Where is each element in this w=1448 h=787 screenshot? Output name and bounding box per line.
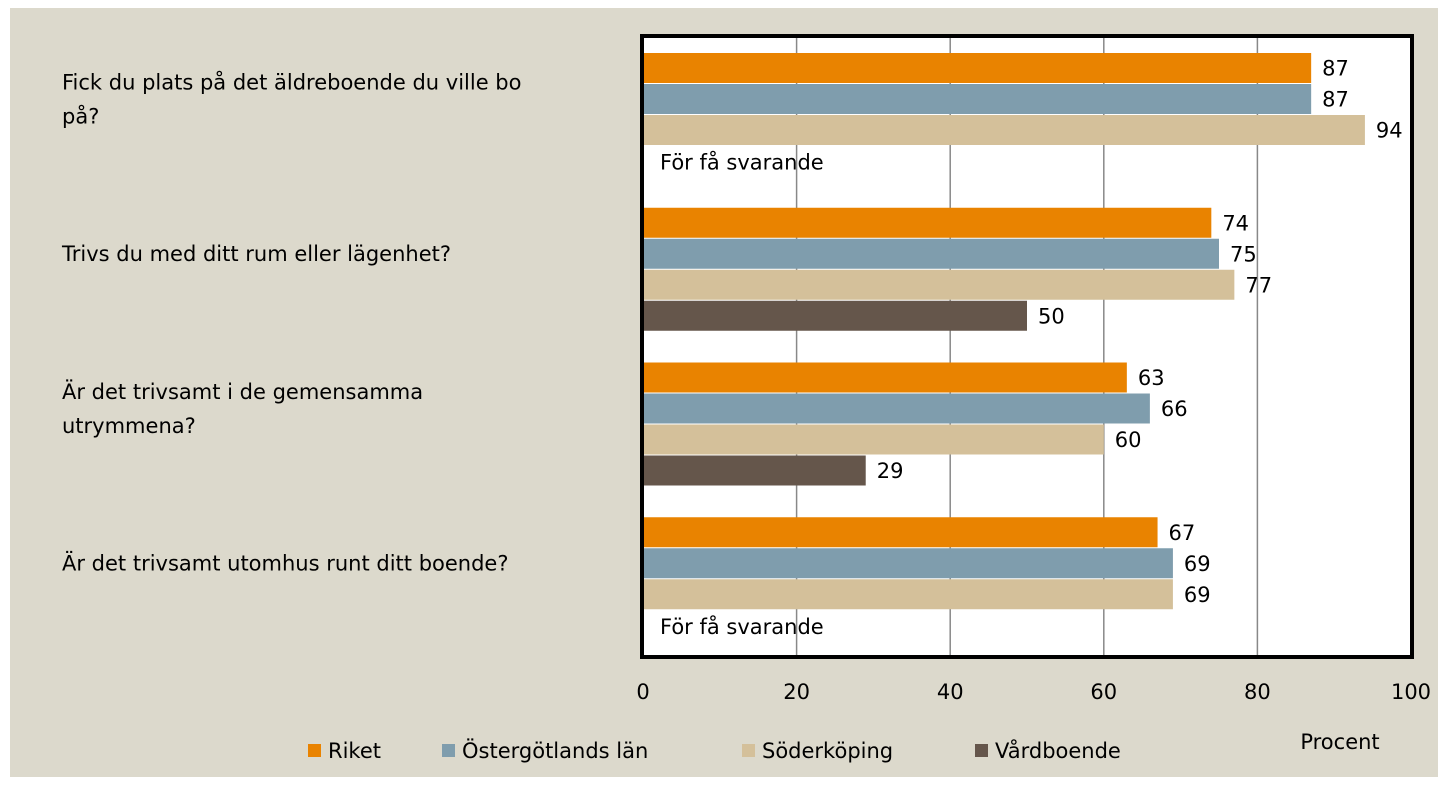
legend-swatch: [308, 744, 321, 757]
data-label: 67: [1169, 521, 1196, 545]
data-label: 94: [1376, 119, 1403, 143]
legend-label: Östergötlands län: [462, 738, 648, 763]
bar: [643, 300, 1027, 331]
bar: [643, 455, 866, 486]
category-label: Är det trivsamt utomhus runt ditt boende…: [62, 551, 509, 576]
bar: [643, 579, 1173, 610]
category-label: Trivs du med ditt rum eller lägenhet?: [61, 242, 451, 266]
bar: [643, 115, 1365, 145]
data-label: 60: [1115, 428, 1142, 452]
data-label: 69: [1184, 583, 1211, 607]
bar: [643, 53, 1312, 83]
data-label: 87: [1322, 57, 1349, 81]
legend-label: Riket: [328, 739, 381, 763]
bar: [643, 207, 1212, 238]
legend-swatch: [442, 744, 455, 757]
annotation: För få svarande: [660, 150, 824, 175]
category-label: Är det trivsamt i de gemensamma utrymmena…: [62, 379, 423, 438]
x-axis-label: Procent: [1300, 730, 1379, 754]
bar: [643, 517, 1158, 548]
data-label: 75: [1230, 242, 1257, 266]
bar: [643, 238, 1219, 269]
data-label: 87: [1322, 88, 1349, 112]
x-tick-label: 80: [1244, 680, 1271, 704]
data-label: 69: [1184, 552, 1211, 576]
legend-label: Söderköping: [762, 739, 893, 763]
bar: [643, 548, 1173, 579]
legend-label: Vårdboende: [995, 738, 1121, 763]
bar: [643, 424, 1104, 455]
legend-swatch: [742, 744, 755, 757]
data-label: 74: [1222, 211, 1249, 235]
x-tick-label: 100: [1391, 680, 1431, 704]
bar: [643, 84, 1312, 114]
x-tick-label: 20: [783, 680, 810, 704]
plot-border: [640, 34, 1414, 659]
category-label: Fick du plats på det äldreboende du vill…: [62, 69, 521, 128]
data-label: 66: [1161, 397, 1188, 421]
bar: [643, 269, 1235, 300]
bar: [643, 362, 1127, 393]
data-label: 50: [1038, 304, 1065, 328]
x-tick-label: 40: [937, 680, 964, 704]
data-label: 29: [877, 459, 904, 483]
annotation: För få svarande: [660, 614, 824, 639]
x-tick-label: 0: [636, 680, 649, 704]
data-label: 77: [1245, 273, 1272, 297]
x-tick-label: 60: [1090, 680, 1117, 704]
data-label: 63: [1138, 366, 1165, 390]
bar: [643, 393, 1150, 424]
legend-swatch: [975, 744, 988, 757]
